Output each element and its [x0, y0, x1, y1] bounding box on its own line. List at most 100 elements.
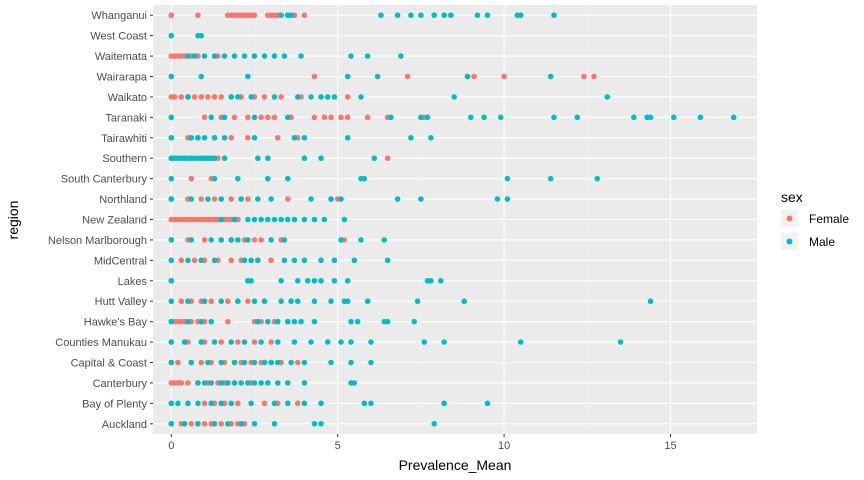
data-point	[368, 339, 374, 345]
data-point	[201, 237, 208, 243]
data-point	[211, 175, 218, 182]
data-point	[178, 257, 185, 264]
data-point	[195, 420, 201, 427]
data-point	[298, 53, 304, 59]
data-point	[671, 114, 677, 121]
data-point	[251, 134, 258, 141]
data-point	[191, 94, 198, 100]
data-point	[338, 114, 344, 121]
data-point	[208, 298, 215, 305]
data-point	[594, 175, 601, 182]
data-point	[288, 359, 294, 366]
data-point	[201, 114, 208, 121]
data-point	[318, 400, 324, 407]
data-point	[431, 420, 438, 427]
data-point	[251, 12, 258, 19]
data-point	[281, 257, 288, 264]
data-point	[318, 155, 324, 162]
y-tick-label: Northland	[99, 194, 147, 206]
legend-key-female	[786, 215, 793, 222]
data-point	[201, 420, 208, 427]
data-point	[245, 216, 251, 223]
data-point	[547, 175, 554, 182]
data-point	[211, 155, 218, 162]
data-point	[274, 359, 281, 366]
data-point	[547, 73, 554, 80]
y-tick-label: Hutt Valley	[95, 296, 148, 308]
data-point	[291, 134, 298, 141]
data-point	[318, 420, 324, 427]
data-point	[384, 257, 391, 264]
data-point	[647, 114, 654, 121]
data-point	[428, 277, 434, 284]
data-point	[348, 318, 354, 325]
data-point	[208, 318, 215, 325]
data-point	[185, 94, 191, 100]
data-point	[338, 196, 344, 202]
data-point	[344, 73, 351, 80]
data-point	[241, 53, 248, 59]
data-point	[198, 318, 205, 325]
data-point	[344, 277, 351, 284]
data-point	[208, 114, 215, 121]
data-point	[241, 257, 248, 264]
data-point	[225, 318, 231, 325]
data-point	[497, 114, 504, 121]
data-point	[228, 400, 234, 407]
data-point	[291, 257, 298, 264]
x-tick-label: 0	[168, 440, 174, 452]
data-point	[351, 257, 358, 264]
data-point	[205, 196, 211, 202]
data-point	[198, 257, 205, 264]
data-point	[218, 298, 225, 305]
data-point	[271, 216, 278, 223]
data-point	[258, 339, 264, 345]
data-point	[235, 298, 241, 305]
data-point	[255, 257, 261, 264]
x-tick-label: 10	[498, 440, 510, 452]
data-point	[168, 237, 175, 243]
legend: sex Female Male	[781, 189, 849, 250]
data-point	[231, 216, 238, 223]
x-axis-title: Prevalence_Mean	[399, 457, 512, 473]
data-points	[168, 12, 737, 427]
data-point	[245, 380, 251, 386]
data-point	[195, 400, 201, 407]
series-male	[168, 12, 737, 427]
data-point	[517, 339, 524, 345]
data-point	[378, 12, 384, 19]
data-point	[354, 318, 361, 325]
data-point	[171, 94, 178, 100]
data-point	[294, 94, 301, 100]
data-point	[235, 400, 241, 407]
data-point	[304, 277, 311, 284]
data-point	[168, 196, 175, 202]
data-point	[581, 73, 587, 80]
data-point	[225, 380, 231, 386]
data-point	[381, 237, 388, 243]
data-point	[198, 339, 205, 345]
data-point	[484, 400, 491, 407]
data-point	[551, 12, 557, 19]
data-point	[368, 359, 374, 366]
data-point	[394, 12, 401, 19]
data-point	[228, 257, 234, 264]
data-point	[198, 196, 205, 202]
data-point	[461, 298, 467, 305]
data-point	[394, 196, 401, 202]
data-point	[441, 400, 447, 407]
data-point	[574, 114, 581, 121]
y-tick-label: Wairarapa	[97, 72, 148, 84]
data-point	[228, 94, 234, 100]
data-point	[361, 400, 368, 407]
data-point	[265, 175, 271, 182]
data-point	[301, 257, 308, 264]
data-point	[284, 114, 291, 121]
data-point	[185, 53, 191, 59]
data-point	[198, 94, 205, 100]
data-point	[265, 216, 271, 223]
data-point	[318, 94, 324, 100]
legend-title: sex	[781, 189, 803, 205]
y-tick-label: Canterbury	[93, 378, 148, 390]
